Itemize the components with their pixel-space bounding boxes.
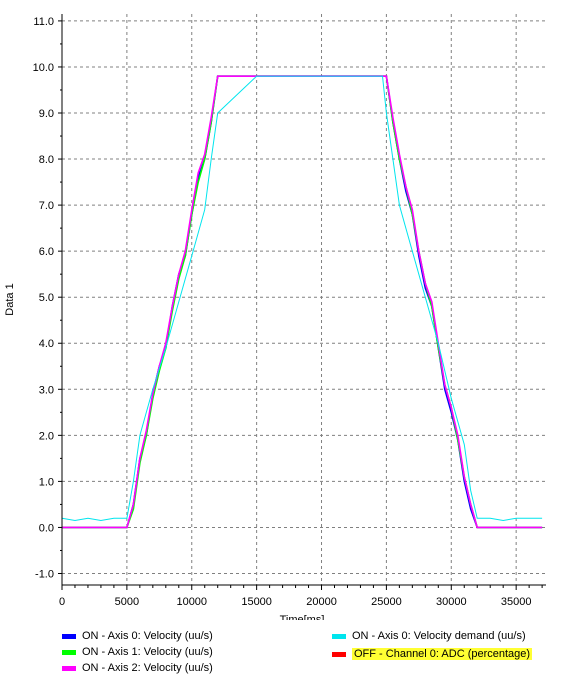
velocity-chart: -1.0 0.0 1.0 2.0 3.0 4.0 5.0 6.0 7.0 8.0 9.0 10.0 11…	[4, 14, 546, 620]
legend-label: ON - Axis 0: Velocity demand (uu/s)	[352, 630, 526, 642]
legend-label: OFF - Channel 0: ADC (percentage)	[352, 648, 533, 660]
y-tick-label: 5.0	[39, 292, 54, 304]
y-tick-label: 7.0	[39, 200, 54, 212]
x-tick-label: 20000	[306, 596, 337, 608]
series-line	[61, 75, 543, 522]
x-tick-label: 15000	[241, 596, 272, 608]
legend-swatch	[62, 649, 76, 655]
legend-label: ON - Axis 1: Velocity (uu/s)	[82, 646, 213, 658]
x-tick-label: 35000	[501, 596, 532, 608]
x-tick-label: 5000	[115, 596, 139, 608]
legend-item-axis0-velocity[interactable]: ON - Axis 0: Velocity (uu/s)	[62, 629, 213, 643]
y-tick-label: 1.0	[39, 476, 54, 488]
legend-item-axis0-velocity-demand[interactable]: ON - Axis 0: Velocity demand (uu/s)	[332, 629, 526, 643]
y-axis-label: Data 1	[4, 283, 16, 315]
chart-svg: -1.0 0.0 1.0 2.0 3.0 4.0 5.0 6.0 7.0 8.0 9.0 10.0 11…	[4, 14, 546, 620]
y-tick-label: 10.0	[33, 62, 54, 74]
x-axis-label: Time[ms]	[280, 614, 325, 620]
y-tick-label: 9.0	[39, 108, 54, 120]
plot-area	[62, 14, 546, 585]
legend-swatch	[332, 633, 346, 639]
legend-label: ON - Axis 0: Velocity (uu/s)	[82, 630, 213, 642]
legend: ON - Axis 0: Velocity (uu/s) ON - Axis 1…	[0, 622, 561, 682]
y-tick-label: 3.0	[39, 384, 54, 396]
y-tick-label: 0.0	[39, 522, 54, 534]
x-tick-label: 25000	[371, 596, 402, 608]
y-tick-label: 2.0	[39, 430, 54, 442]
y-tick-label: 4.0	[39, 338, 54, 350]
y-tick-label: 8.0	[39, 154, 54, 166]
legend-swatch	[332, 651, 346, 657]
x-tick-label: 30000	[436, 596, 467, 608]
y-tick-label: 11.0	[33, 16, 54, 28]
legend-swatch	[62, 633, 76, 639]
legend-label: ON - Axis 2: Velocity (uu/s)	[82, 662, 213, 674]
y-tick-label: -1.0	[35, 568, 54, 580]
y-tick-label: 6.0	[39, 246, 54, 258]
x-tick-label: 0	[59, 596, 65, 608]
legend-item-axis1-velocity[interactable]: ON - Axis 1: Velocity (uu/s)	[62, 645, 213, 659]
legend-item-axis2-velocity[interactable]: ON - Axis 2: Velocity (uu/s)	[62, 661, 213, 675]
x-tick-label: 10000	[176, 596, 207, 608]
legend-item-channel0-adc[interactable]: OFF - Channel 0: ADC (percentage)	[332, 647, 533, 661]
legend-swatch	[62, 665, 76, 671]
